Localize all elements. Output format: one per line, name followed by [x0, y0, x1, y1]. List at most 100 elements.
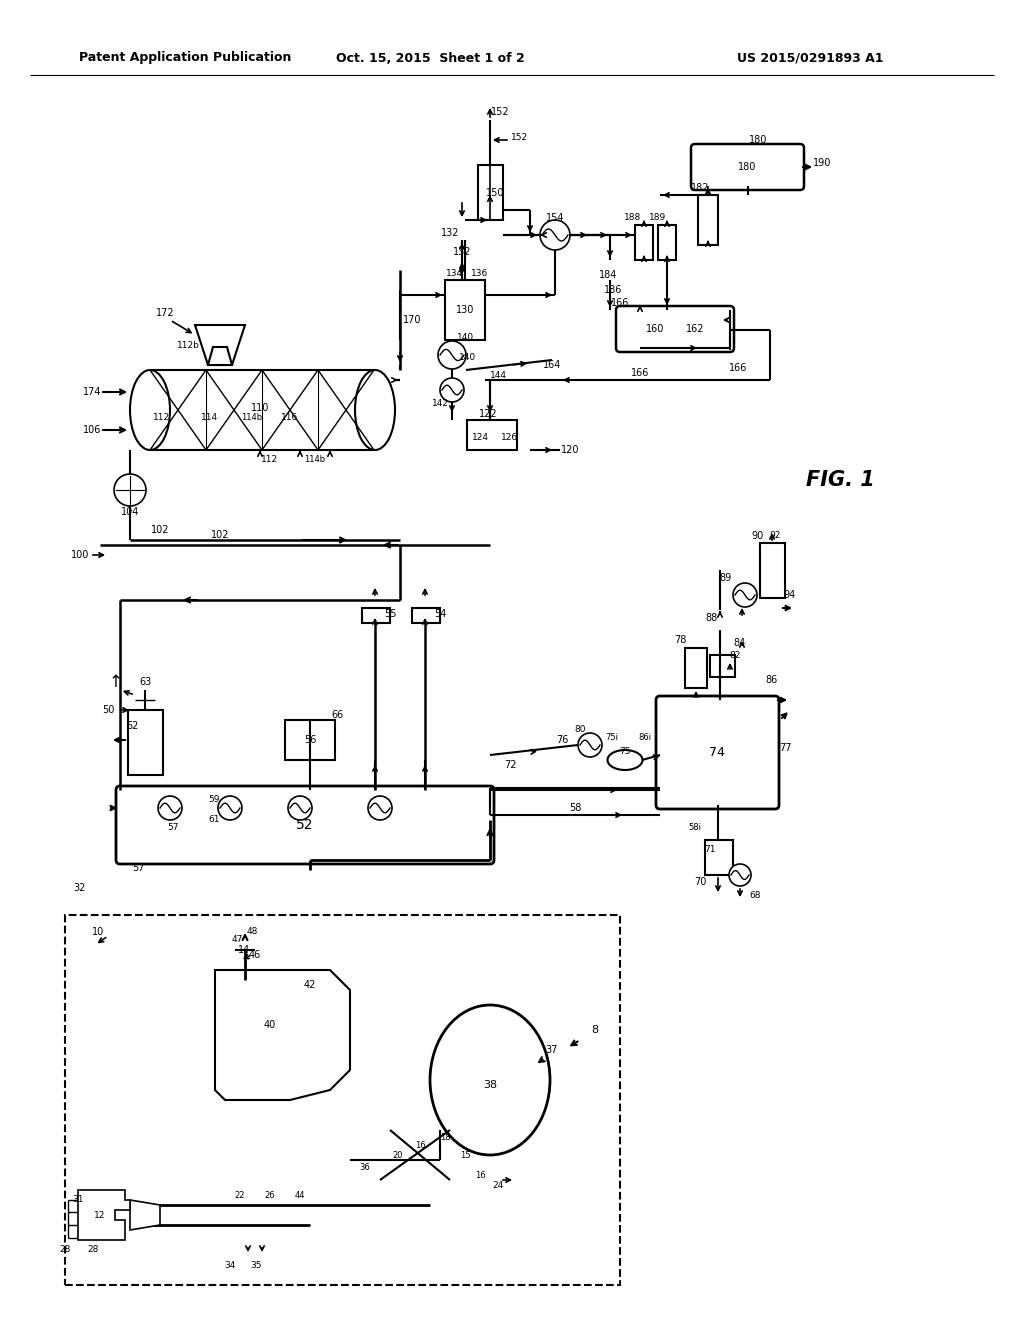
Text: US 2015/0291893 A1: US 2015/0291893 A1 — [736, 51, 884, 65]
Text: 102: 102 — [151, 525, 169, 535]
Text: 40: 40 — [264, 1020, 276, 1030]
Bar — [658, 224, 676, 260]
Bar — [635, 224, 653, 260]
Text: 166: 166 — [631, 368, 649, 378]
Text: 134: 134 — [446, 268, 464, 277]
Text: 68: 68 — [750, 891, 761, 900]
Text: 72: 72 — [504, 760, 516, 770]
Bar — [698, 195, 718, 246]
FancyBboxPatch shape — [656, 696, 779, 809]
Text: 152: 152 — [490, 107, 509, 117]
Text: 75: 75 — [620, 747, 631, 756]
Circle shape — [114, 474, 146, 506]
Text: 116: 116 — [282, 413, 299, 422]
Text: 112b: 112b — [176, 341, 200, 350]
Text: 34: 34 — [224, 1261, 236, 1270]
Text: 75i: 75i — [605, 734, 618, 742]
Text: 46: 46 — [249, 950, 261, 960]
Text: 59: 59 — [208, 796, 220, 804]
Text: 152: 152 — [511, 133, 528, 143]
Text: 110: 110 — [251, 403, 269, 413]
Text: 36: 36 — [359, 1163, 371, 1172]
Bar — [412, 609, 440, 623]
Text: 63: 63 — [139, 677, 152, 686]
Text: 18: 18 — [439, 1134, 451, 1143]
Polygon shape — [195, 325, 245, 366]
Text: Patent Application Publication: Patent Application Publication — [79, 51, 291, 65]
Circle shape — [288, 796, 312, 820]
Text: 88: 88 — [706, 612, 718, 623]
Text: 10: 10 — [92, 927, 104, 937]
Text: 144: 144 — [489, 371, 507, 380]
Text: 166: 166 — [729, 363, 748, 374]
Text: 132: 132 — [440, 228, 459, 238]
Text: 26: 26 — [264, 1191, 275, 1200]
Polygon shape — [215, 970, 350, 1100]
Circle shape — [440, 378, 464, 403]
Text: 20: 20 — [393, 1151, 403, 1159]
Text: 189: 189 — [649, 214, 667, 223]
Text: 102: 102 — [211, 531, 229, 540]
Text: 37: 37 — [546, 1045, 558, 1055]
Bar — [128, 710, 163, 775]
Text: 172: 172 — [156, 308, 174, 318]
Circle shape — [733, 583, 757, 607]
Text: 154: 154 — [546, 213, 564, 223]
FancyBboxPatch shape — [616, 306, 734, 352]
Circle shape — [368, 796, 392, 820]
Ellipse shape — [130, 370, 170, 450]
FancyBboxPatch shape — [691, 144, 804, 190]
Bar — [285, 719, 335, 760]
Text: 12: 12 — [94, 1210, 105, 1220]
Text: 150: 150 — [485, 187, 504, 198]
Text: 15: 15 — [460, 1151, 470, 1159]
Text: 140: 140 — [458, 334, 474, 342]
Text: 142: 142 — [431, 399, 449, 408]
Text: 52: 52 — [296, 818, 313, 832]
Bar — [445, 280, 485, 341]
Text: 132: 132 — [453, 247, 471, 257]
Text: 186: 186 — [604, 285, 623, 294]
Circle shape — [578, 733, 602, 756]
Text: FIG. 1: FIG. 1 — [806, 470, 874, 490]
Text: 42: 42 — [304, 979, 316, 990]
Text: 57: 57 — [132, 863, 144, 873]
Text: 86i: 86i — [638, 734, 651, 742]
Text: 8: 8 — [592, 1026, 599, 1035]
Text: 182: 182 — [691, 183, 710, 193]
Text: 90: 90 — [752, 531, 764, 541]
Bar — [478, 165, 503, 220]
Text: 31: 31 — [73, 1196, 84, 1204]
Circle shape — [438, 341, 466, 370]
Text: 22: 22 — [234, 1191, 246, 1200]
Polygon shape — [130, 1200, 160, 1230]
Text: 14: 14 — [238, 945, 250, 954]
Text: 84: 84 — [734, 638, 746, 648]
Text: 89: 89 — [720, 573, 732, 583]
Text: 70: 70 — [694, 876, 707, 887]
Text: 80: 80 — [574, 726, 586, 734]
Text: 66: 66 — [332, 710, 344, 719]
Ellipse shape — [607, 750, 642, 770]
Text: 174: 174 — [83, 387, 101, 397]
Polygon shape — [78, 1191, 130, 1239]
Text: 74: 74 — [709, 747, 725, 759]
Text: 92: 92 — [769, 532, 780, 540]
Text: Oct. 15, 2015  Sheet 1 of 2: Oct. 15, 2015 Sheet 1 of 2 — [336, 51, 524, 65]
Text: 188: 188 — [625, 214, 642, 223]
Text: 130: 130 — [456, 305, 474, 315]
Text: 57: 57 — [167, 824, 179, 833]
Text: 55: 55 — [384, 609, 396, 619]
Text: 16: 16 — [415, 1140, 425, 1150]
Text: 47: 47 — [231, 936, 243, 945]
Text: 140: 140 — [460, 352, 476, 362]
Text: 112: 112 — [154, 413, 171, 422]
Text: 164: 164 — [543, 360, 561, 370]
Text: 190: 190 — [813, 158, 831, 168]
Text: 86: 86 — [766, 675, 778, 685]
Text: 44: 44 — [295, 1191, 305, 1200]
Text: 28: 28 — [87, 1246, 98, 1254]
Text: 104: 104 — [121, 507, 139, 517]
Bar — [467, 420, 517, 450]
Text: 180: 180 — [749, 135, 767, 145]
